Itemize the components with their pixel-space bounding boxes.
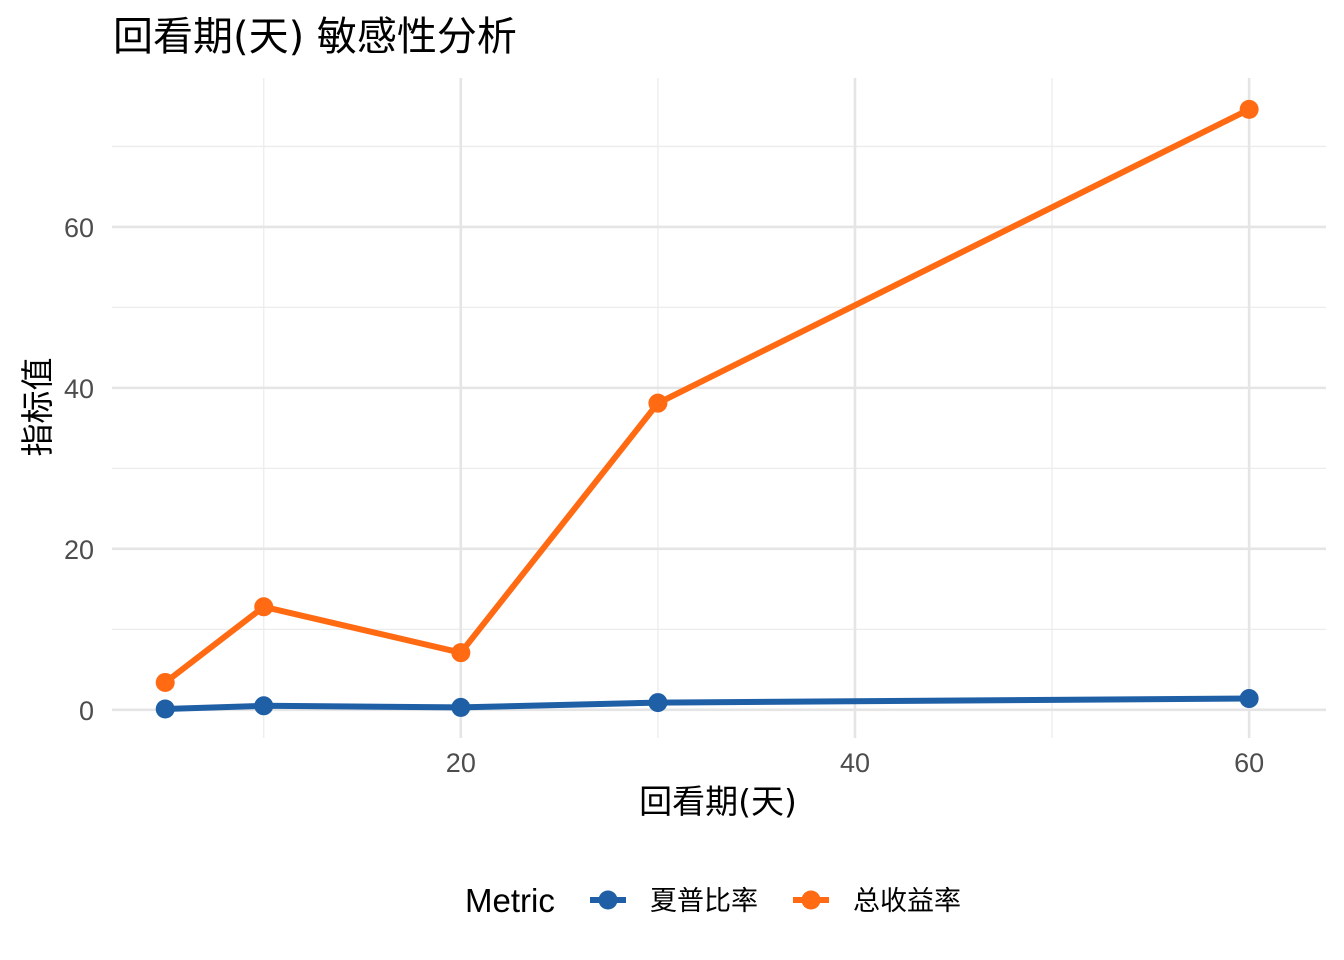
data-point: [648, 693, 668, 713]
y-tick-label: 20: [64, 535, 94, 565]
legend-label: 总收益率: [853, 886, 961, 917]
x-tick-label: 60: [1234, 748, 1264, 778]
data-point: [451, 643, 471, 663]
data-point: [648, 393, 668, 413]
series-line: [165, 695, 1250, 713]
data-point: [451, 697, 471, 717]
data-point: [1239, 99, 1259, 119]
legend-item: 总收益率: [793, 886, 961, 917]
legend-item: 夏普比率: [590, 886, 758, 917]
y-tick-label: 60: [64, 213, 94, 243]
x-tick-label: 40: [840, 748, 870, 778]
series-group: [155, 99, 1259, 692]
legend: Metric 夏普比率 总收益率: [465, 882, 961, 919]
legend-key-point: [801, 890, 821, 910]
data-point: [254, 597, 274, 617]
y-axis-title: 指标值: [18, 358, 57, 457]
series-group: [155, 689, 1259, 719]
y-tick-label: 0: [79, 696, 94, 726]
y-tick-labels: 0 20 40 60: [64, 213, 94, 726]
x-tick-label: 20: [446, 748, 476, 778]
data-point: [254, 696, 274, 716]
y-tick-label: 40: [64, 374, 94, 404]
legend-key-point: [598, 890, 618, 910]
series-line: [163, 106, 1251, 685]
series-layer: [155, 99, 1259, 719]
x-tick-labels: 20 40 60: [446, 748, 1264, 778]
x-axis-title: 回看期(天): [639, 782, 797, 821]
data-point: [1239, 689, 1259, 709]
grid: [112, 78, 1326, 738]
data-point: [155, 699, 175, 719]
legend-label: 夏普比率: [650, 886, 758, 917]
data-point: [155, 672, 175, 692]
chart-title: 回看期(天) 敏感性分析: [113, 14, 517, 60]
legend-title: Metric: [465, 882, 555, 919]
